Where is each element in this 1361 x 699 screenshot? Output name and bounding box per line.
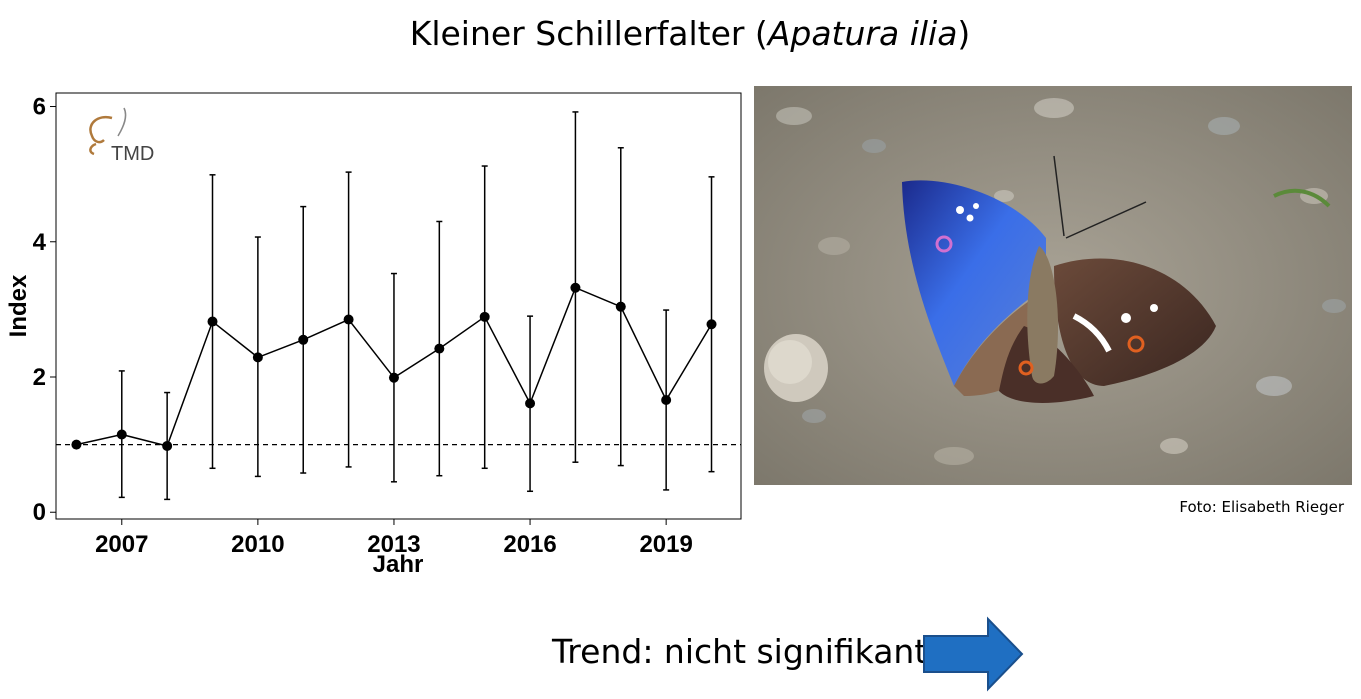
y-tick-label: 6	[33, 94, 46, 121]
index-chart: TMD 0 2 4 6 2007 2010 2013 2016 2019 Jahr Index	[5, 92, 742, 578]
photo-credit: Foto: Elisabeth Rieger	[1179, 498, 1344, 516]
y-tick-label: 4	[33, 229, 47, 256]
data-point-2011	[298, 334, 309, 345]
data-point-2010	[252, 352, 263, 363]
x-tick-label: 2013	[367, 531, 420, 558]
data-points	[71, 282, 717, 451]
data-point-2018	[615, 301, 626, 312]
data-point-2007	[116, 429, 127, 440]
tmd-logo: TMD	[89, 107, 154, 165]
title-suffix: )	[957, 14, 971, 53]
title-prefix: Kleiner Schillerfalter (	[409, 14, 768, 53]
title-species: Apatura ilia	[767, 14, 958, 53]
slide-title: Kleiner Schillerfalter (Apatura ilia)	[0, 14, 1361, 53]
x-tick-label: 2007	[95, 531, 148, 558]
x-axis-title: Jahr	[373, 551, 424, 578]
x-tick-label: 2019	[639, 531, 692, 558]
logo-antenna-icon	[117, 107, 127, 137]
data-point-2009	[207, 316, 218, 327]
butterfly-photo	[754, 86, 1352, 485]
y-axis: 0 2 4 6	[33, 94, 56, 526]
butterfly-logo-icon	[89, 115, 113, 156]
data-point-2012	[343, 314, 354, 325]
data-point-2020	[706, 319, 717, 330]
data-point-2019	[661, 394, 672, 405]
arrow-shape	[923, 616, 1024, 692]
x-tick-label: 2010	[231, 531, 284, 558]
y-tick-label: 2	[33, 364, 46, 391]
y-axis-title: Index	[5, 274, 32, 337]
x-tick-label: 2016	[503, 531, 556, 558]
butterfly-photo-image	[754, 86, 1352, 485]
plot-frame	[55, 92, 742, 520]
data-point-2016	[525, 398, 536, 409]
x-axis: 2007 2010 2013 2016 2019	[95, 519, 693, 558]
trend-arrow-icon	[923, 616, 1024, 692]
data-point-2008	[162, 440, 173, 451]
data-point-2014	[434, 343, 445, 354]
trend-text: Trend: nicht signifikant	[552, 632, 928, 671]
data-point-2017	[570, 282, 581, 293]
y-tick-label: 0	[33, 499, 46, 526]
data-point-2006	[71, 439, 82, 450]
data-point-2013	[388, 372, 399, 383]
data-point-2015	[479, 311, 490, 322]
logo-text: TMD	[111, 143, 154, 165]
